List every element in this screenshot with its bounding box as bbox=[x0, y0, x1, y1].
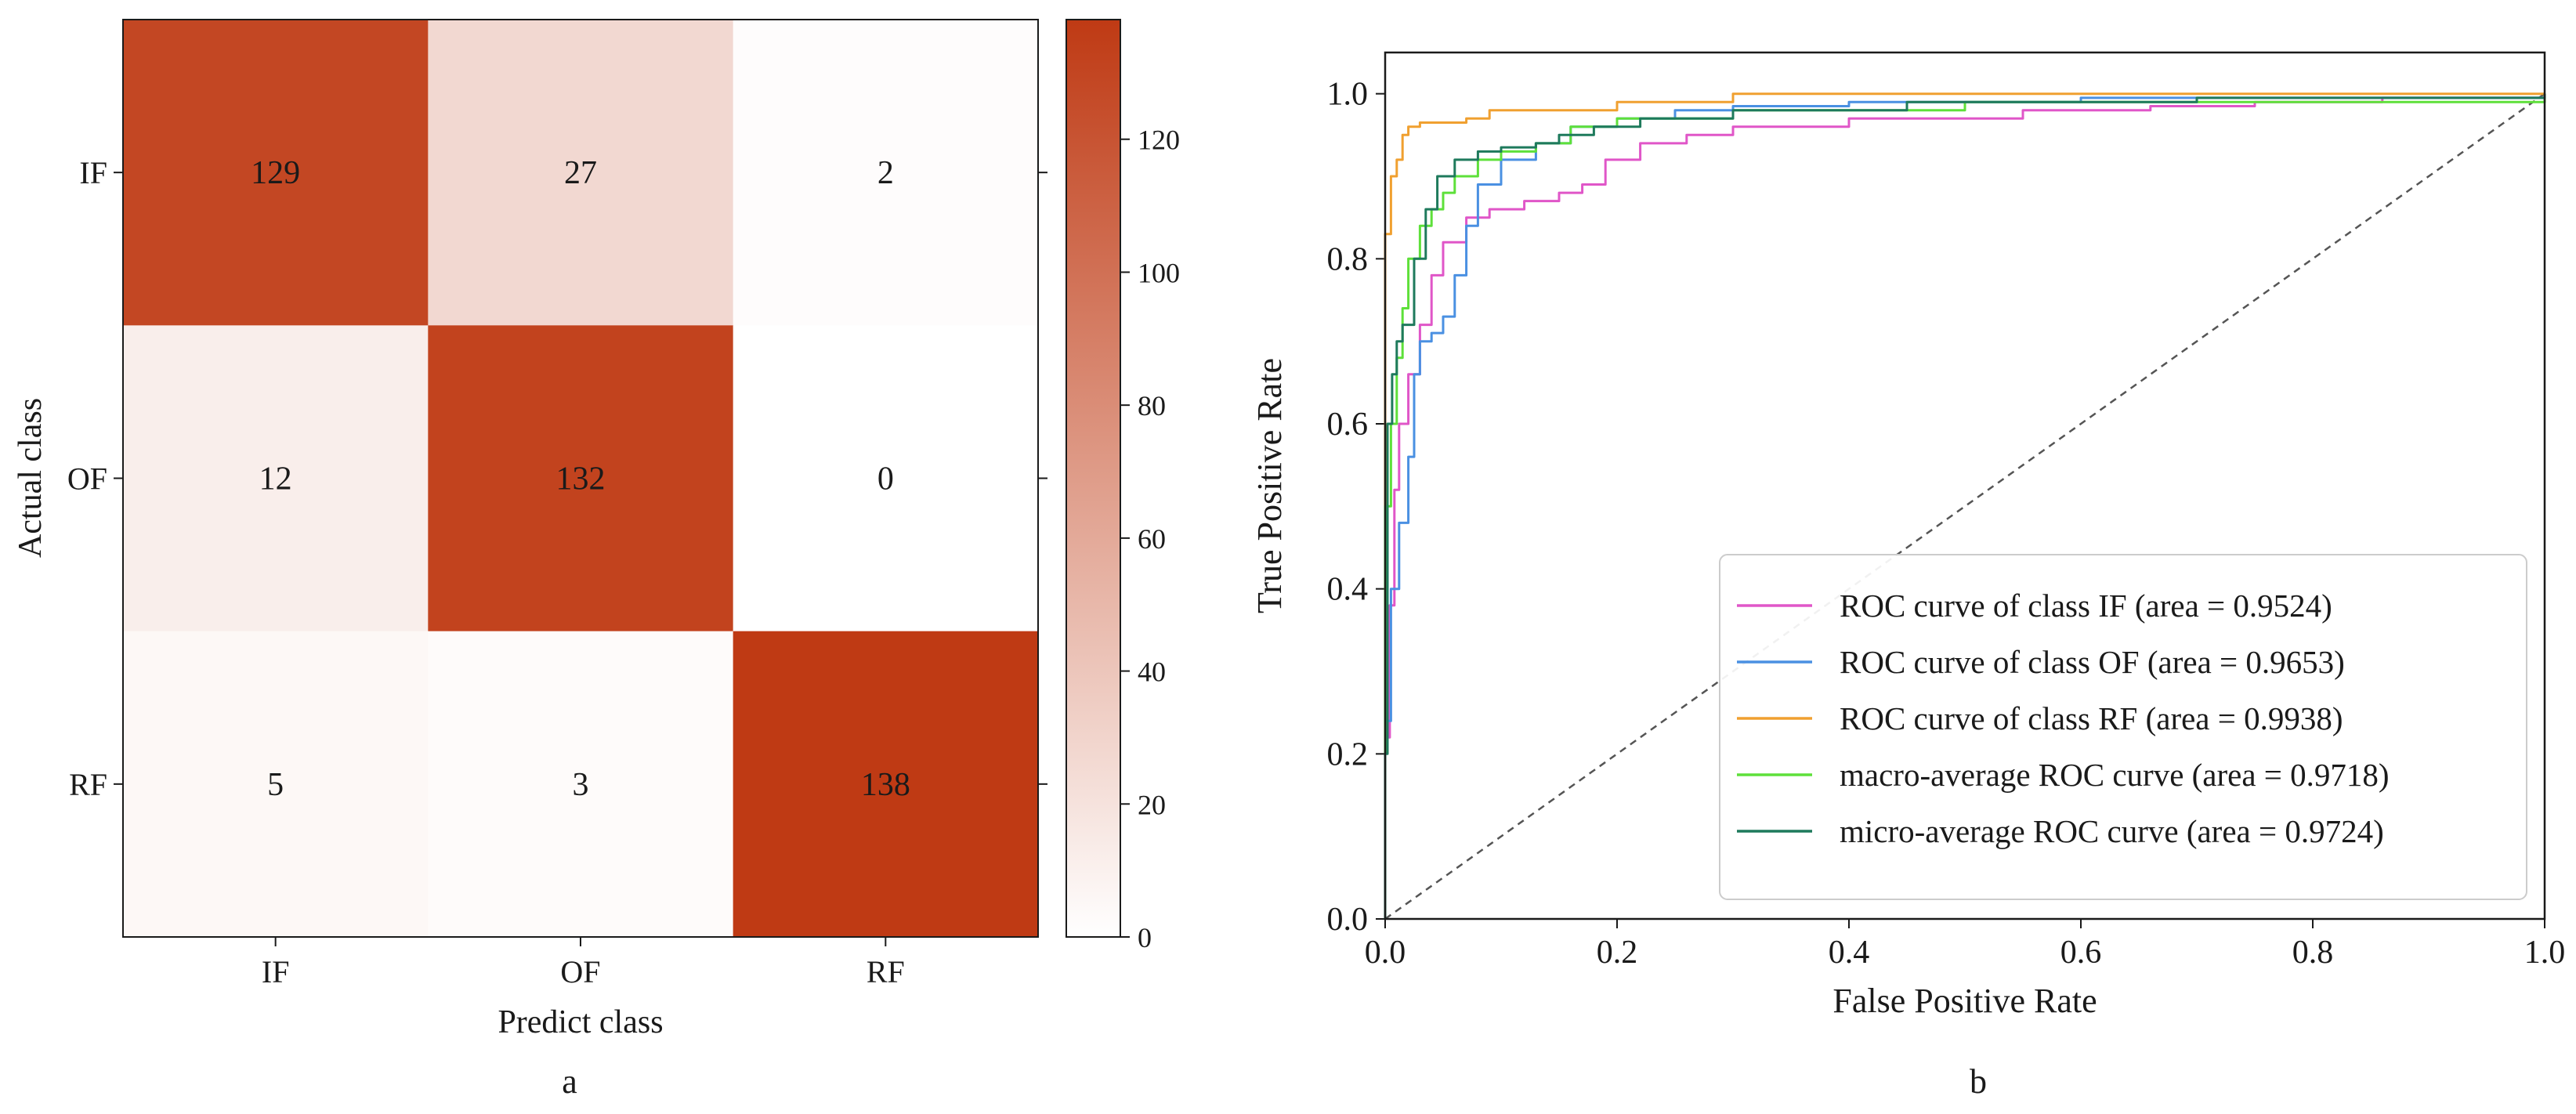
y-tick-label: OF bbox=[67, 461, 107, 497]
colorbar-ticks: 0 20 40 60 80 100 120 bbox=[1120, 125, 1180, 953]
colorbar-tick-label: 20 bbox=[1138, 789, 1166, 820]
heatmap-cell bbox=[123, 325, 429, 632]
roc-x-tick-label: 0.8 bbox=[2292, 935, 2334, 971]
heatmap-cell-value: 12 bbox=[259, 461, 292, 497]
colorbar-tick-label: 0 bbox=[1138, 922, 1152, 953]
roc-series-line-4 bbox=[1384, 93, 2546, 919]
roc-x-tick-label: 0.2 bbox=[1597, 935, 1638, 971]
roc-y-tick-label: 0.4 bbox=[1327, 572, 1369, 608]
roc-y-tick-label: 0.0 bbox=[1327, 902, 1369, 938]
roc-series-line-0 bbox=[1384, 93, 2546, 919]
roc-x-tick-label: 0.6 bbox=[2060, 935, 2102, 971]
colorbar-tick-label: 80 bbox=[1138, 390, 1166, 421]
roc-x-tick-label: 1.0 bbox=[2524, 935, 2566, 971]
x-tick-label: IF bbox=[262, 954, 290, 989]
legend-label: ROC curve of class RF (area = 0.9938) bbox=[1840, 700, 2343, 736]
roc-curves bbox=[1384, 92, 2546, 920]
heatmap-cell-value: 129 bbox=[251, 155, 300, 191]
heatmap-cell bbox=[123, 631, 429, 938]
confusion-matrix-ticks: IF OF RF IF OF RF bbox=[67, 155, 1047, 989]
colorbar-tick-label: 40 bbox=[1138, 656, 1166, 688]
roc-x-tick-label: 0.0 bbox=[1365, 935, 1406, 971]
roc-legend: ROC curve of class IF (area = 0.9524) ROC… bbox=[1719, 554, 2527, 900]
heatmap-cell bbox=[733, 20, 1039, 326]
x-tick-label: RF bbox=[867, 954, 905, 989]
roc-series-line-2 bbox=[1384, 92, 2545, 919]
roc-y-tick-label: 0.2 bbox=[1327, 736, 1369, 772]
roc-axes: 0.0 0.2 0.4 0.6 0.8 1.0 0.0 0.2 0.4 0.6 0.8 1.0 bbox=[1327, 77, 2566, 971]
roc-xlabel: False Positive Rate bbox=[1833, 982, 2097, 1020]
colorbar-tick-label: 60 bbox=[1138, 523, 1166, 555]
roc-series-line-1 bbox=[1384, 93, 2546, 919]
legend-label: ROC curve of class OF (area = 0.9653) bbox=[1840, 644, 2345, 680]
legend-label: ROC curve of class IF (area = 0.9524) bbox=[1840, 588, 2332, 624]
roc-y-tick-label: 0.8 bbox=[1327, 241, 1369, 277]
heatmap-cell-value: 2 bbox=[877, 155, 894, 191]
colorbar-tick-label: 120 bbox=[1138, 125, 1180, 156]
legend-label: macro-average ROC curve (area = 0.9718) bbox=[1840, 757, 2390, 793]
legend-label: micro-average ROC curve (area = 0.9724) bbox=[1840, 813, 2384, 849]
x-tick-label: OF bbox=[560, 954, 600, 989]
heatmap-cell bbox=[428, 325, 734, 632]
roc-y-tick-label: 1.0 bbox=[1327, 77, 1369, 113]
panel-label-a: a bbox=[562, 1062, 577, 1101]
roc-frame bbox=[1384, 51, 2546, 920]
legend-box bbox=[1719, 554, 2527, 900]
colorbar-tick-label: 100 bbox=[1138, 257, 1180, 288]
heatmap-cell bbox=[428, 631, 734, 938]
heatmap-cell-value: 132 bbox=[556, 461, 606, 497]
colorbar bbox=[1065, 19, 1121, 938]
y-tick-label: IF bbox=[79, 155, 107, 190]
heatmap-cell bbox=[428, 20, 734, 326]
heatmap-cell-value: 27 bbox=[564, 155, 597, 191]
roc-x-tick-label: 0.4 bbox=[1829, 935, 1870, 971]
panel-label-b: b bbox=[1970, 1062, 1987, 1101]
heatmap-cell bbox=[733, 631, 1039, 938]
heatmap-cell-value: 0 bbox=[877, 461, 894, 497]
y-tick-label: RF bbox=[69, 767, 107, 802]
confusion-matrix-ylabel: Actual class bbox=[13, 398, 49, 558]
heatmap-cell-value: 3 bbox=[573, 767, 589, 803]
roc-y-tick-label: 0.6 bbox=[1327, 407, 1369, 443]
roc-ylabel: True Positive Rate bbox=[1250, 358, 1289, 613]
heatmap-cell-value: 5 bbox=[267, 767, 284, 803]
confusion-matrix-cells bbox=[123, 20, 1039, 938]
heatmap-cell bbox=[733, 325, 1039, 632]
confusion-matrix-xlabel: Predict class bbox=[497, 1004, 663, 1040]
heatmap-cell-value: 138 bbox=[861, 767, 910, 803]
heatmap-cell bbox=[123, 20, 429, 326]
confusion-matrix-values: 129 27 2 12 132 0 5 3 138 bbox=[251, 155, 910, 803]
